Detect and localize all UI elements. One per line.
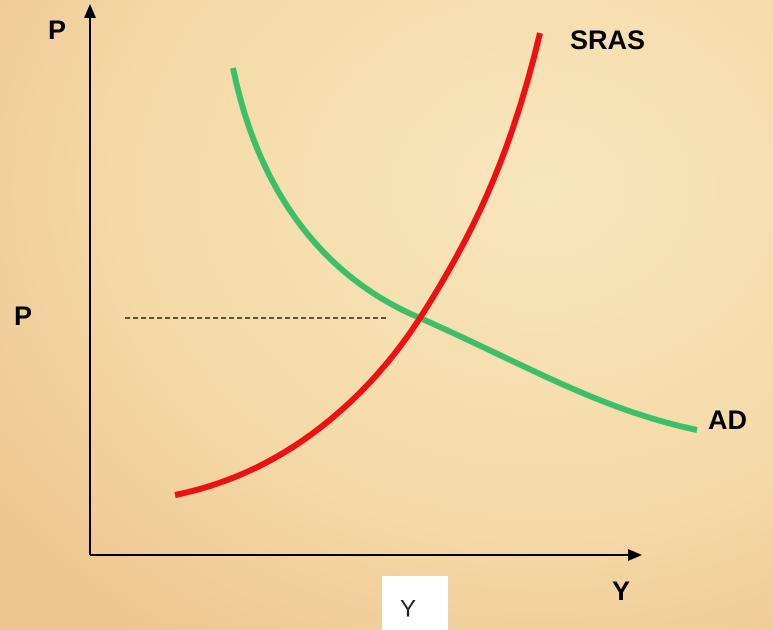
x-axis-label: Y bbox=[612, 576, 630, 606]
sras-curve bbox=[174, 32, 543, 498]
y-axis-arrow bbox=[84, 4, 96, 18]
x-axis-arrow bbox=[628, 549, 642, 561]
sras-label: SRAS bbox=[570, 25, 645, 55]
output-label-box bbox=[382, 576, 448, 630]
ad-label: AD bbox=[708, 405, 747, 435]
price-label: P bbox=[14, 301, 32, 331]
y-axis-label: P bbox=[48, 15, 66, 45]
output-label: Y bbox=[400, 595, 416, 622]
